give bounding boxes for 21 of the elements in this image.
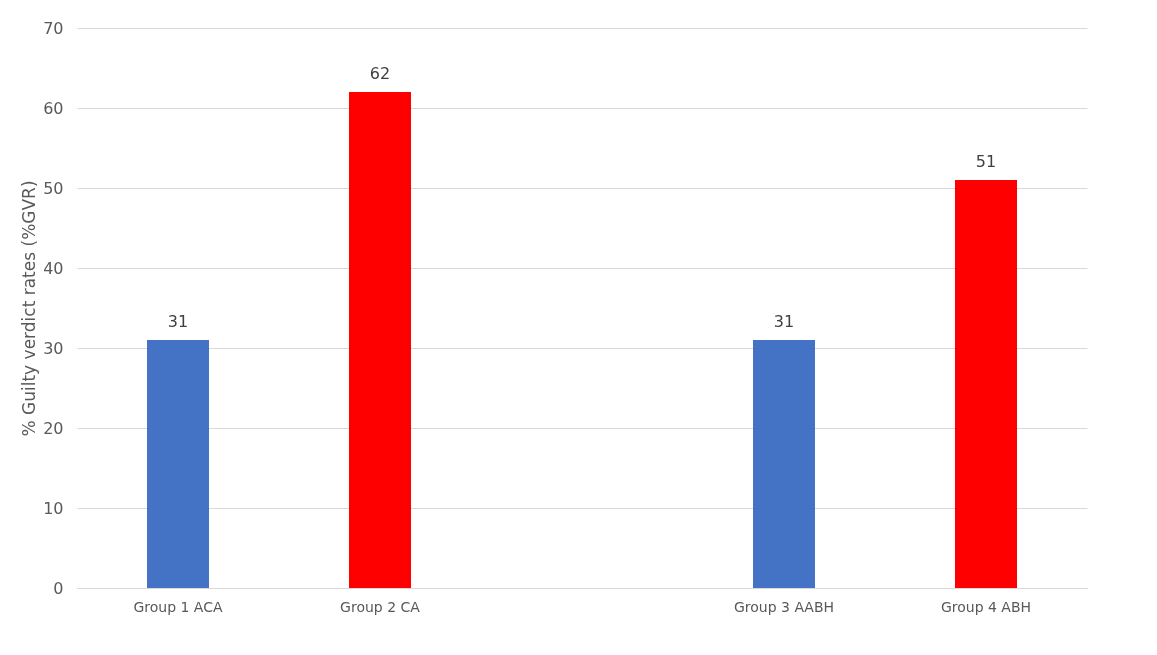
y-tick-label: 20 [43, 418, 64, 438]
bar [349, 92, 411, 588]
data-label: 31 [773, 312, 795, 331]
bar [753, 340, 815, 588]
y-tick-label: 50 [43, 178, 64, 198]
y-tick-label: 70 [43, 18, 64, 38]
y-axis-title: % Guilty verdict rates (%GVR) [19, 180, 40, 437]
data-label: 62 [369, 64, 391, 83]
data-label: 31 [167, 312, 189, 331]
x-tick-label: Group 4 ABH [940, 598, 1032, 615]
y-tick-label: 30 [43, 338, 64, 358]
x-tick-label: Group 1 ACA [133, 598, 223, 615]
x-tick-label: Group 2 CA [340, 598, 421, 615]
bar [955, 180, 1017, 588]
bar [147, 340, 209, 588]
y-tick-label: 0 [53, 578, 64, 598]
y-tick-label: 10 [43, 498, 64, 518]
data-label: 51 [975, 152, 997, 171]
x-tick-label: Group 3 AABH [733, 598, 835, 615]
y-tick-label: 60 [43, 98, 64, 118]
y-tick-label: 40 [43, 258, 64, 278]
